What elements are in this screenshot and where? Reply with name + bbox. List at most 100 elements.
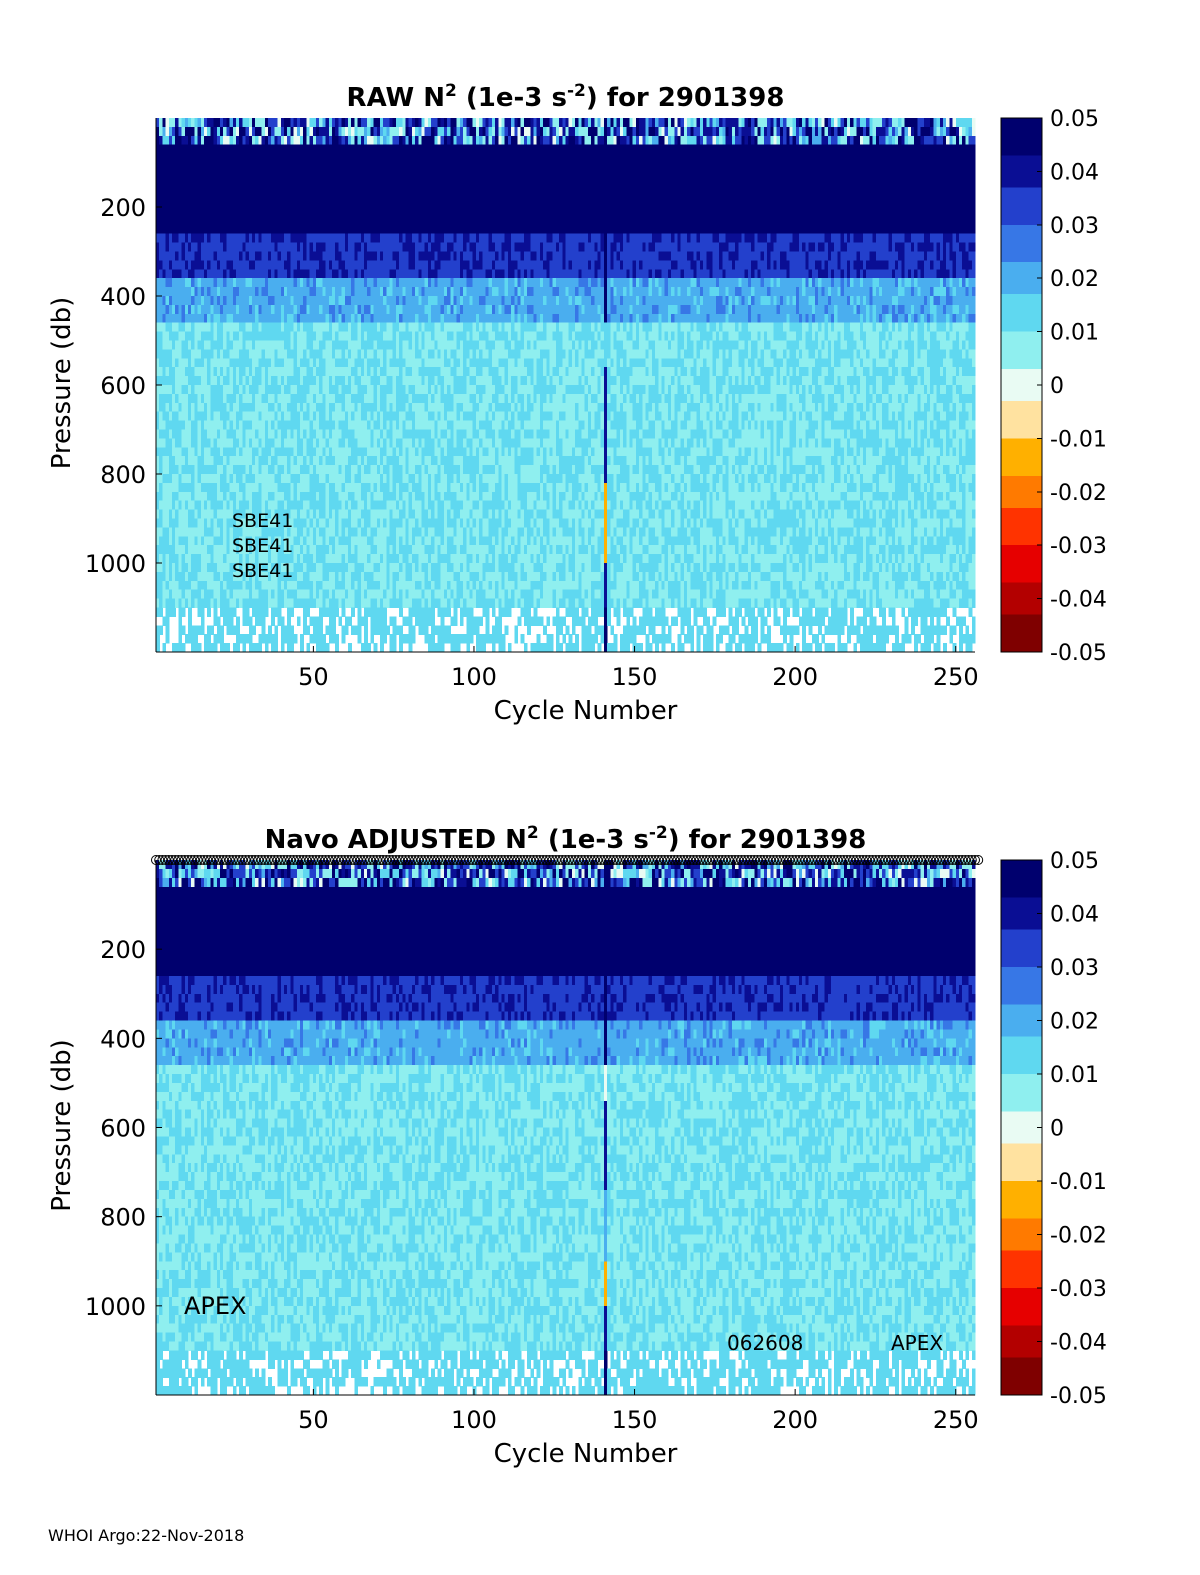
heat-cell (219, 260, 224, 270)
heat-cell (232, 171, 237, 181)
heat-cell (226, 500, 231, 511)
heat-cell (162, 313, 167, 324)
heat-cell (162, 527, 167, 537)
heat-cell (162, 563, 167, 573)
heat-cell (197, 509, 202, 520)
heat-cell (194, 545, 199, 555)
heat-cell (235, 429, 240, 439)
heat-cell (187, 287, 192, 297)
heat-cell (232, 536, 237, 546)
heat-cell (194, 474, 199, 484)
heat-cell (197, 207, 202, 217)
heat-cell (239, 589, 243, 600)
heat-cell (178, 358, 183, 368)
heat-cell (213, 456, 218, 466)
heat-cell (159, 215, 163, 226)
heat-cell (232, 420, 237, 431)
heat-cell (229, 393, 234, 404)
heat-cell (210, 367, 215, 377)
heat-cell (248, 429, 253, 439)
heat-cell (156, 313, 160, 324)
heat-cell (210, 393, 215, 404)
heat-cell (219, 536, 224, 546)
heat-cell (235, 162, 240, 172)
heat-cell (172, 144, 176, 155)
heat-cell (229, 304, 234, 315)
heat-cell (351, 607, 355, 617)
heat-cell (207, 189, 211, 199)
heat-cell (239, 420, 243, 431)
heat-cell (178, 411, 183, 422)
heat-cell (207, 287, 211, 297)
heat-cell (187, 376, 192, 386)
heat-cell (255, 278, 259, 288)
heat-cell (245, 260, 250, 270)
heat-cell (226, 429, 231, 439)
heat-cell (210, 402, 215, 413)
heat-cell (181, 287, 186, 297)
heat-cell (251, 269, 256, 279)
heat-cell (168, 224, 173, 235)
heat-cell (162, 242, 167, 253)
heat-cell (210, 180, 215, 190)
heat-cell (232, 313, 237, 324)
heat-cell (200, 242, 205, 253)
heat-cell (194, 135, 199, 146)
heat-cell (191, 643, 195, 653)
heat-cell (191, 518, 195, 528)
heat-cell (168, 571, 173, 582)
heat-cell (194, 278, 199, 288)
heat-cell (242, 589, 247, 600)
heat-cell (245, 278, 250, 288)
heat-cell (200, 358, 205, 368)
heat-cell (168, 340, 173, 350)
heat-cell (242, 358, 247, 368)
heat-cell (165, 233, 170, 244)
heat-cell (181, 474, 186, 484)
heat-cell (175, 429, 179, 439)
heat-cell (197, 331, 202, 342)
heat-cell (229, 144, 234, 155)
heat-cell (229, 465, 234, 475)
heat-cell (181, 625, 186, 635)
heat-cell (251, 260, 256, 270)
heat-cell (235, 376, 240, 386)
heat-cell (203, 189, 208, 199)
heat-cell (184, 340, 189, 350)
heat-cell (226, 554, 231, 564)
heat-cell (290, 643, 295, 653)
heat-cell (175, 518, 179, 528)
heat-cell (200, 215, 205, 226)
heat-cell (165, 349, 170, 359)
heat-cell (248, 545, 253, 555)
heat-cell (219, 118, 224, 128)
heat-cell (194, 198, 199, 208)
heat-cell (191, 207, 195, 217)
heat-cell (194, 304, 199, 315)
heat-cell (235, 233, 240, 244)
heat-cell (162, 545, 167, 555)
heat-cell (207, 251, 211, 261)
heat-cell (159, 322, 163, 333)
heat-cell (216, 198, 221, 208)
heat-cell (178, 251, 183, 261)
heat-cell (242, 331, 247, 342)
heat-cell (235, 456, 240, 466)
heat-cell (239, 482, 243, 493)
heat-cell (255, 180, 259, 190)
heat-cell (181, 224, 186, 235)
heat-cell (229, 198, 234, 208)
heat-cell (223, 554, 227, 564)
heat-cell (197, 189, 202, 199)
heat-cell (248, 189, 253, 199)
heat-cell (386, 625, 391, 635)
heat-cell (242, 554, 247, 564)
heat-cell (226, 482, 231, 493)
heat-cell (159, 269, 163, 279)
heat-cell (232, 456, 237, 466)
heat-cell (203, 527, 208, 537)
heat-cell (219, 224, 224, 235)
heat-cell (242, 144, 247, 155)
heat-cell (255, 385, 259, 395)
heat-cell (165, 402, 170, 413)
